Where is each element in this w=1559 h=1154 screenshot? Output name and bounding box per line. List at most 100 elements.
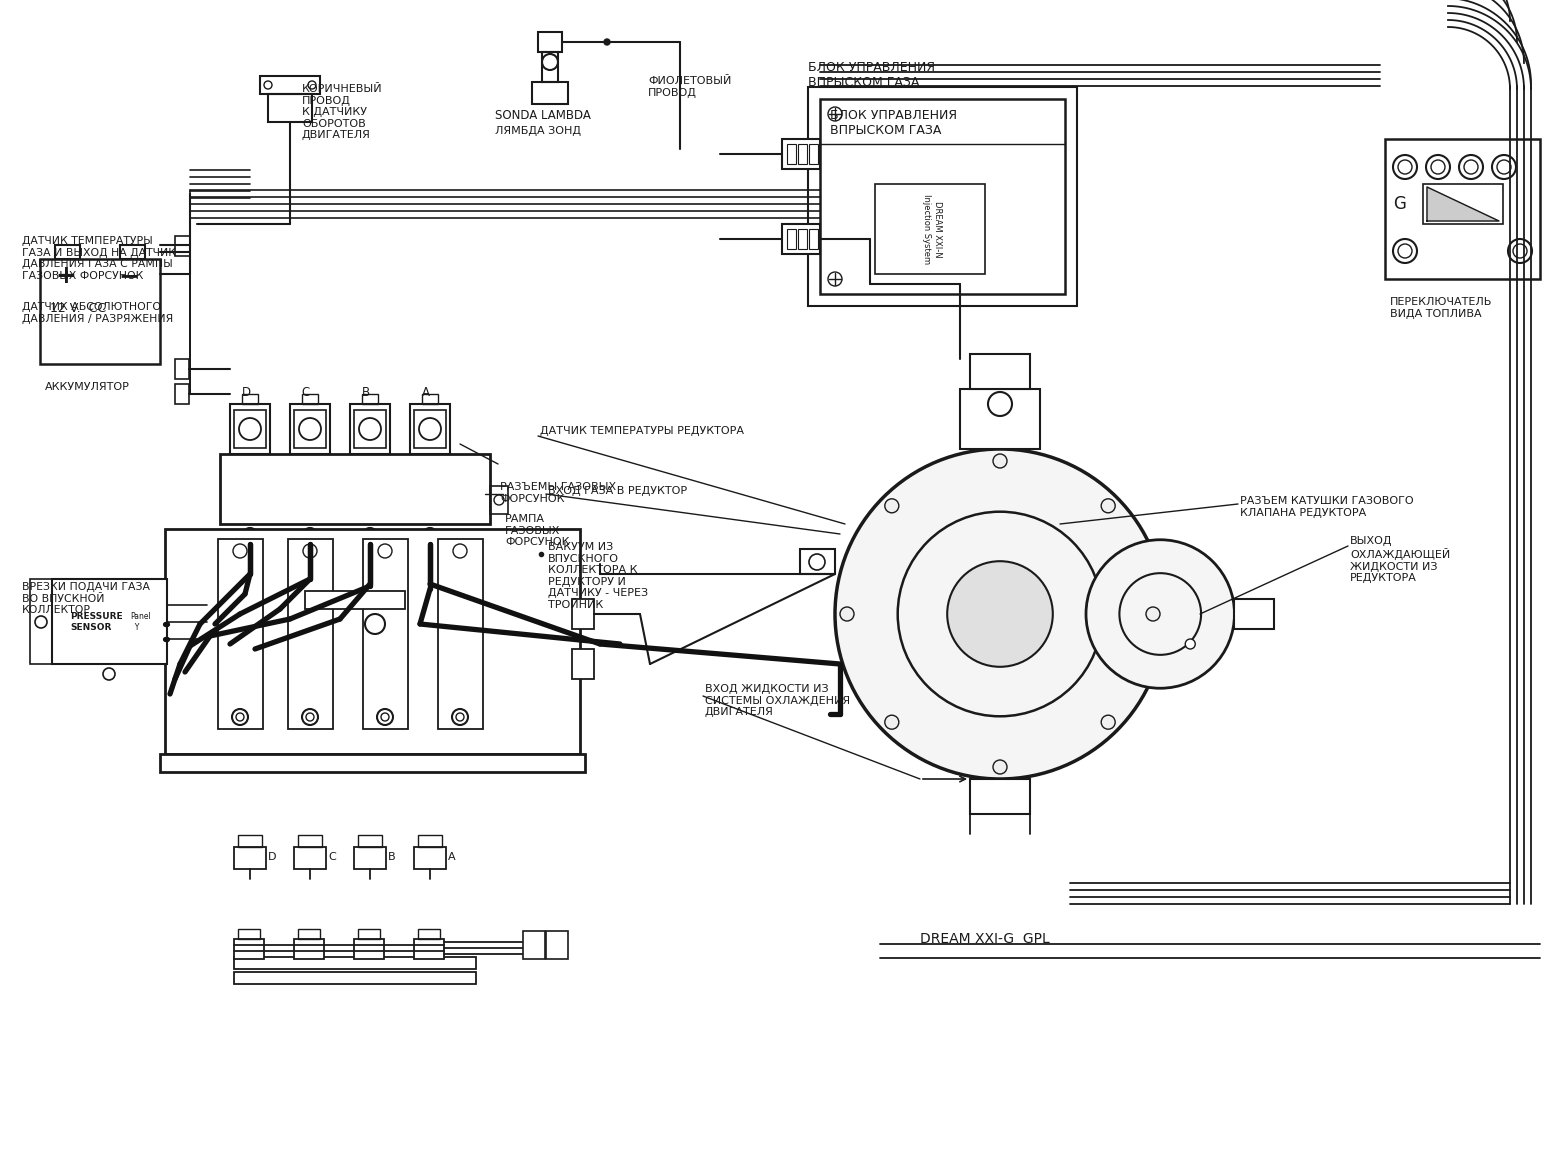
Bar <box>165 529 580 754</box>
Circle shape <box>1101 715 1115 729</box>
Bar <box>268 93 312 122</box>
Text: DREAM XXI-G  GPL: DREAM XXI-G GPL <box>920 932 1049 946</box>
Bar <box>572 599 594 629</box>
Bar <box>55 245 80 258</box>
Bar <box>295 847 326 869</box>
Bar <box>242 394 257 404</box>
Text: +: + <box>55 264 76 288</box>
Text: G: G <box>1394 195 1406 213</box>
Bar <box>418 835 443 847</box>
Bar <box>809 144 818 164</box>
Bar <box>809 228 818 249</box>
Bar <box>239 929 260 939</box>
Text: Panel
  Y: Panel Y <box>129 613 151 631</box>
Text: ВРЕЗКИ ПОДАЧИ ГАЗА
ВО ВПУСКНОЙ
КОЛЛЕКТОР: ВРЕЗКИ ПОДАЧИ ГАЗА ВО ВПУСКНОЙ КОЛЛЕКТОР <box>22 582 150 615</box>
Bar <box>298 835 323 847</box>
Text: ДАТЧИК ТЕМПЕРАТУРЫ
ГАЗА И ВЫХОД НА ДАТЧИК
ДАВЛЕНИЯ ГАЗА С РАМПЫ
ГАЗОВЫХ ФОРСУНОК: ДАТЧИК ТЕМПЕРАТУРЫ ГАЗА И ВЫХОД НА ДАТЧИ… <box>22 237 176 280</box>
Bar <box>415 847 446 869</box>
Text: C: C <box>327 852 335 862</box>
Bar <box>410 404 451 454</box>
Bar <box>41 258 161 364</box>
Circle shape <box>365 614 385 634</box>
Bar <box>543 52 558 82</box>
Bar <box>538 32 561 52</box>
Bar <box>415 939 444 959</box>
Bar <box>359 835 382 847</box>
Bar <box>234 972 475 984</box>
Bar <box>295 939 324 959</box>
Bar <box>354 410 387 448</box>
Circle shape <box>603 39 610 45</box>
Bar <box>302 394 318 404</box>
Text: A: A <box>422 385 430 399</box>
Circle shape <box>886 499 900 512</box>
Bar <box>783 138 820 168</box>
Text: РАЗЪЕМ КАТУШКИ ГАЗОВОГО
КЛАПАНА РЕДУКТОРА: РАЗЪЕМ КАТУШКИ ГАЗОВОГО КЛАПАНА РЕДУКТОР… <box>1239 496 1414 518</box>
Bar <box>422 394 438 404</box>
Bar <box>30 579 51 664</box>
Bar <box>295 410 326 448</box>
Text: ВАКУУМ ИЗ
ВПУСКНОГО
КОЛЛЕКТОРА К
РЕДУКТОРУ И
ДАТЧИКУ - ЧЕРЕЗ
ТРОЙНИК: ВАКУУМ ИЗ ВПУСКНОГО КОЛЛЕКТОРА К РЕДУКТО… <box>549 542 649 610</box>
Bar <box>306 591 405 609</box>
Text: C: C <box>302 385 310 399</box>
Text: РАМПА
ГАЗОВЫХ
ФОРСУНОК: РАМПА ГАЗОВЫХ ФОРСУНОК <box>505 514 569 547</box>
Bar <box>800 549 836 574</box>
Bar <box>120 245 145 258</box>
Text: PRESSURE
SENSOR: PRESSURE SENSOR <box>70 613 123 631</box>
Bar <box>522 931 546 959</box>
Circle shape <box>1185 639 1196 649</box>
Bar <box>175 384 189 404</box>
Bar <box>415 410 446 448</box>
Text: БЛОК УПРАВЛЕНИЯ
ВПРЫСКОМ ГАЗА: БЛОК УПРАВЛЕНИЯ ВПРЫСКОМ ГАЗА <box>808 61 935 89</box>
Text: АККУМУЛЯТОР: АККУМУЛЯТОР <box>45 382 129 392</box>
Bar <box>970 354 1030 389</box>
Bar <box>290 404 331 454</box>
Bar <box>362 394 377 404</box>
Bar <box>234 939 263 959</box>
Bar <box>234 957 475 969</box>
Bar <box>51 579 167 664</box>
Text: −: − <box>118 264 139 288</box>
Bar <box>798 144 808 164</box>
Bar <box>960 389 1040 449</box>
Bar <box>351 404 390 454</box>
Text: ДАТЧИК ТЕМПЕРАТУРЫ РЕДУКТОРА: ДАТЧИК ТЕМПЕРАТУРЫ РЕДУКТОРА <box>539 426 744 436</box>
Bar <box>572 649 594 679</box>
Polygon shape <box>1426 187 1500 222</box>
Bar <box>798 228 808 249</box>
Text: ФИОЛЕТОВЫЙ
ПРОВОД: ФИОЛЕТОВЫЙ ПРОВОД <box>649 76 731 98</box>
Text: D: D <box>268 852 276 862</box>
Text: B: B <box>362 385 369 399</box>
Bar <box>532 82 567 104</box>
Bar <box>234 410 267 448</box>
Text: A: A <box>447 852 455 862</box>
Bar <box>260 76 320 93</box>
Text: 12 V.  CC: 12 V. CC <box>50 302 106 315</box>
Bar <box>175 237 190 256</box>
Bar <box>546 931 567 959</box>
Text: РАЗЪЕМЫ ГАЗОВЫХ
ФОРСУНОК: РАЗЪЕМЫ ГАЗОВЫХ ФОРСУНОК <box>500 482 616 503</box>
Bar <box>490 486 508 514</box>
Text: SONDA LAMBDA: SONDA LAMBDA <box>496 108 591 122</box>
Bar <box>970 779 1030 814</box>
Bar <box>175 359 189 379</box>
Bar <box>418 929 440 939</box>
Bar <box>808 87 1077 306</box>
Text: D: D <box>242 385 251 399</box>
Bar <box>787 144 797 164</box>
Circle shape <box>840 607 854 621</box>
Circle shape <box>1087 540 1235 688</box>
Text: ВХОД ЖИДКОСТИ ИЗ
СИСТЕМЫ ОХЛАЖДЕНИЯ
ДВИГАТЕЛЯ: ВХОД ЖИДКОСТИ ИЗ СИСТЕМЫ ОХЛАЖДЕНИЯ ДВИГ… <box>705 684 850 718</box>
Bar <box>234 847 267 869</box>
Bar <box>1384 138 1540 279</box>
Bar <box>359 929 380 939</box>
Bar <box>787 228 797 249</box>
Text: ПЕРЕКЛЮЧАТЕЛЬ
ВИДА ТОПЛИВА: ПЕРЕКЛЮЧАТЕЛЬ ВИДА ТОПЛИВА <box>1391 297 1492 319</box>
Bar <box>354 939 384 959</box>
Bar <box>354 847 387 869</box>
Bar <box>161 754 585 772</box>
Bar <box>239 835 262 847</box>
Text: ДАТЧИК АБСОЛЮТНОГО
ДАВЛЕНИЯ / РАЗРЯЖЕНИЯ: ДАТЧИК АБСОЛЮТНОГО ДАВЛЕНИЯ / РАЗРЯЖЕНИЯ <box>22 302 173 323</box>
Bar <box>298 929 320 939</box>
Bar <box>1235 599 1275 629</box>
